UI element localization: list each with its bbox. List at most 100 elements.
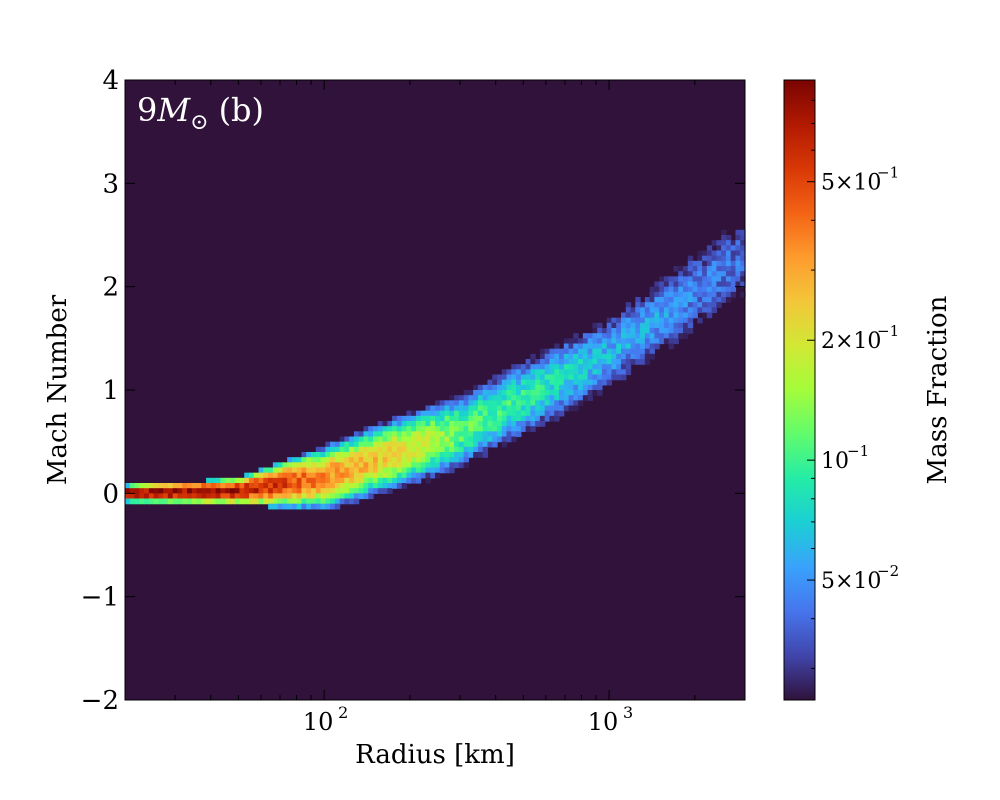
- heatmap-cell: [506, 390, 512, 396]
- heatmap-cell: [396, 446, 403, 453]
- heatmap-cell: [635, 353, 641, 360]
- heatmap-cell: [182, 493, 188, 500]
- heatmap-cell: [406, 426, 412, 432]
- heatmap-cell: [268, 498, 274, 505]
- heatmap-cell: [601, 353, 608, 360]
- heatmap-cell: [363, 488, 369, 494]
- heatmap-cell: [125, 483, 131, 489]
- heatmap-cell: [463, 431, 469, 438]
- heatmap-cell: [444, 446, 450, 453]
- heatmap-cell: [210, 477, 217, 484]
- heatmap-cell: [353, 452, 360, 458]
- heatmap-cell: [396, 436, 403, 443]
- heatmap-cell: [516, 405, 522, 412]
- heatmap-cell: [702, 297, 708, 303]
- heatmap-cell: [635, 307, 641, 314]
- heatmap-cell: [687, 266, 694, 272]
- heatmap-cell: [740, 271, 746, 277]
- heatmap-cell: [506, 410, 512, 417]
- heatmap-area: [125, 80, 746, 700]
- heatmap-cell: [339, 493, 345, 500]
- heatmap-cell: [301, 493, 307, 500]
- heatmap-cell: [563, 338, 570, 345]
- heatmap-cell: [530, 395, 536, 401]
- heatmap-cell: [544, 369, 551, 376]
- heatmap-cell: [215, 488, 221, 494]
- heatmap-cell: [582, 379, 589, 386]
- heatmap-cell: [382, 472, 388, 479]
- heatmap-cell: [568, 338, 574, 345]
- heatmap-cell: [711, 266, 717, 272]
- heatmap-cell: [616, 374, 622, 381]
- heatmap-cell: [644, 343, 651, 350]
- heatmap-cell: [363, 493, 369, 500]
- heatmap-cell: [463, 405, 469, 412]
- heatmap-cell: [568, 395, 574, 401]
- heatmap-cell: [716, 240, 722, 246]
- heatmap-cell: [673, 307, 679, 314]
- heatmap-cell: [139, 493, 145, 500]
- heatmap-cell: [606, 379, 613, 386]
- heatmap-cell: [296, 503, 303, 510]
- heatmap-cell: [687, 317, 694, 324]
- heatmap-cell: [435, 446, 441, 453]
- heatmap-cell: [621, 322, 627, 329]
- heatmap-cell: [396, 426, 403, 432]
- heatmap-cell: [234, 483, 241, 489]
- heatmap-cell: [368, 431, 374, 438]
- heatmap-cell: [244, 483, 250, 489]
- heatmap-cell: [683, 266, 689, 272]
- x-tick-label: 10: [588, 708, 619, 736]
- heatmap-cell: [563, 364, 570, 370]
- heatmap-cell: [353, 441, 360, 448]
- heatmap-cell: [601, 374, 608, 381]
- heatmap-cell: [444, 467, 450, 474]
- heatmap-cell: [206, 498, 212, 505]
- heatmap-cell: [349, 493, 355, 500]
- heatmap-cell: [616, 348, 622, 355]
- heatmap-cell: [568, 364, 574, 370]
- heatmap-cell: [711, 297, 717, 303]
- heatmap-cell: [544, 384, 551, 391]
- heatmap-cell: [706, 260, 713, 267]
- heatmap-cell: [687, 260, 694, 267]
- heatmap-cell: [125, 488, 131, 494]
- heatmap-cell: [225, 493, 231, 500]
- heatmap-cell: [473, 452, 479, 458]
- heatmap-cell: [601, 338, 608, 345]
- heatmap-cell: [415, 457, 422, 463]
- heatmap-cell: [573, 343, 579, 350]
- panel-label-suffix: (b): [219, 91, 264, 129]
- heatmap-cell: [487, 431, 493, 438]
- heatmap-cell: [430, 467, 436, 474]
- heatmap-cell: [487, 400, 493, 407]
- heatmap-cell: [353, 462, 360, 469]
- heatmap-cell: [511, 410, 517, 417]
- heatmap-cell: [306, 467, 312, 474]
- heatmap-cell: [706, 245, 713, 252]
- heatmap-cell: [482, 384, 489, 391]
- heatmap-cell: [430, 415, 436, 422]
- heatmap-cell: [377, 462, 384, 469]
- heatmap-cell: [506, 415, 512, 422]
- heatmap-cell: [435, 431, 441, 438]
- heatmap-cell: [735, 235, 741, 241]
- heatmap-cell: [268, 503, 274, 510]
- heatmap-cell: [406, 431, 412, 438]
- heatmap-cell: [406, 421, 412, 427]
- heatmap-cell: [520, 390, 527, 396]
- heatmap-cell: [716, 245, 722, 252]
- heatmap-cell: [272, 498, 279, 505]
- heatmap-cell: [692, 302, 698, 308]
- heatmap-cell: [420, 446, 427, 453]
- heatmap-cell: [382, 457, 388, 463]
- heatmap-cell: [530, 353, 536, 360]
- heatmap-cell: [458, 431, 465, 438]
- heatmap-cell: [134, 493, 140, 500]
- heatmap-cell: [644, 307, 651, 314]
- heatmap-cell: [673, 317, 679, 324]
- heatmap-cell: [501, 400, 508, 407]
- heatmap-cell: [601, 333, 608, 339]
- heatmap-cell: [501, 441, 508, 448]
- heatmap-cell: [296, 457, 303, 463]
